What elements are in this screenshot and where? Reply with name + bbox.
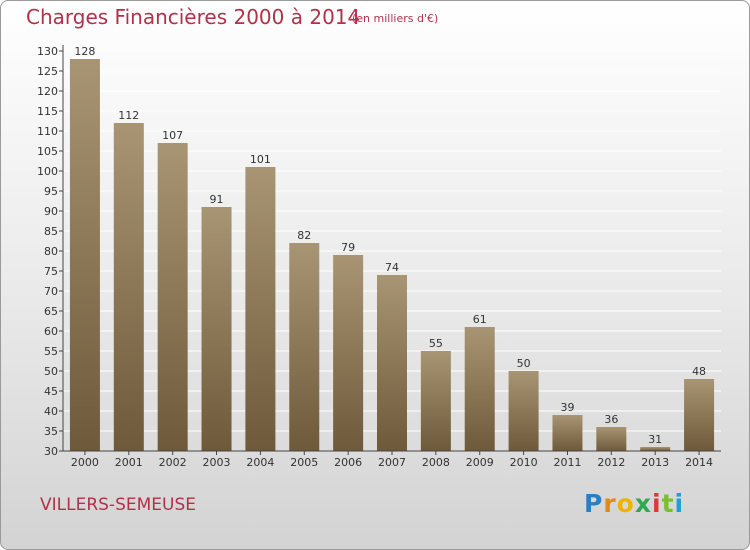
x-tick-label: 2012 [597, 456, 625, 469]
y-tick-label: 30 [44, 445, 58, 458]
logo-letter: P [584, 489, 604, 518]
bar [113, 123, 144, 451]
y-tick-label: 100 [37, 165, 58, 178]
data-label: 82 [297, 229, 311, 242]
x-tick-label: 2011 [553, 456, 581, 469]
bar [333, 255, 364, 451]
logo-letter: i [652, 489, 662, 518]
data-label: 128 [74, 45, 95, 58]
x-tick-label: 2010 [510, 456, 538, 469]
y-tick-label: 85 [44, 225, 58, 238]
bar [201, 207, 232, 451]
y-tick-label: 75 [44, 265, 58, 278]
x-tick-label: 2001 [115, 456, 143, 469]
data-label: 48 [692, 365, 706, 378]
bar [69, 59, 100, 451]
y-tick-label: 115 [37, 105, 58, 118]
x-tick-label: 2005 [290, 456, 318, 469]
data-label: 112 [118, 109, 139, 122]
logo-letter: x [634, 489, 652, 518]
logo-letter: i [674, 489, 685, 518]
y-tick-label: 80 [44, 245, 58, 258]
x-tick-label: 2000 [71, 456, 99, 469]
data-label: 61 [473, 313, 487, 326]
bar [596, 427, 627, 451]
y-tick-label: 90 [44, 205, 58, 218]
y-tick-label: 50 [44, 365, 58, 378]
x-tick-label: 2008 [422, 456, 450, 469]
data-label: 39 [560, 401, 574, 414]
x-tick-label: 2006 [334, 456, 362, 469]
x-tick-label: 2009 [466, 456, 494, 469]
bar [420, 351, 451, 451]
proxiti-logo[interactable]: Proxiti [584, 489, 684, 518]
x-tick-label: 2002 [159, 456, 187, 469]
data-label: 107 [162, 129, 183, 142]
bar [508, 371, 539, 451]
bar [377, 275, 407, 451]
y-tick-label: 110 [37, 125, 58, 138]
y-tick-label: 120 [37, 85, 58, 98]
y-tick-label: 95 [44, 185, 58, 198]
data-label: 55 [429, 337, 443, 350]
bar [289, 243, 320, 451]
y-tick-label: 70 [44, 285, 58, 298]
city-name: VILLERS-SEMEUSE [40, 495, 196, 515]
bar [464, 327, 495, 451]
bar [552, 415, 583, 451]
data-label: 74 [385, 261, 399, 274]
data-label: 31 [648, 433, 662, 446]
chart-title: Charges Financières 2000 à 2014 [26, 5, 361, 29]
x-tick-label: 2004 [246, 456, 274, 469]
data-label: 79 [341, 241, 355, 254]
y-tick-label: 55 [44, 345, 58, 358]
y-tick-label: 65 [44, 305, 58, 318]
logo-letter: o [616, 489, 635, 518]
labels: 30 35 40 45 50 55 60 65 70 75 80 85 90 95 100 105 110 115… [37, 45, 713, 469]
y-tick-label: 60 [44, 325, 58, 338]
data-label: 50 [517, 357, 531, 370]
bar [157, 143, 188, 451]
chart-subtitle: (en milliers d'€) [352, 12, 439, 25]
y-tick-label: 45 [44, 385, 58, 398]
y-tick-label: 125 [37, 65, 58, 78]
y-tick-label: 105 [37, 145, 58, 158]
x-tick-label: 2003 [203, 456, 231, 469]
data-label: 101 [250, 153, 271, 166]
axes [59, 45, 721, 455]
bar [245, 167, 276, 451]
data-label: 91 [210, 193, 224, 206]
data-label: 36 [604, 413, 618, 426]
y-tick-label: 130 [37, 45, 58, 58]
logo-letter: r [603, 489, 617, 518]
bar [684, 379, 715, 451]
x-tick-label: 2013 [641, 456, 669, 469]
bars [69, 59, 715, 451]
x-tick-label: 2007 [378, 456, 406, 469]
y-tick-label: 35 [44, 425, 58, 438]
y-tick-label: 40 [44, 405, 58, 418]
bar [640, 447, 671, 451]
x-tick-label: 2014 [685, 456, 713, 469]
logo-letter: t [661, 489, 675, 518]
